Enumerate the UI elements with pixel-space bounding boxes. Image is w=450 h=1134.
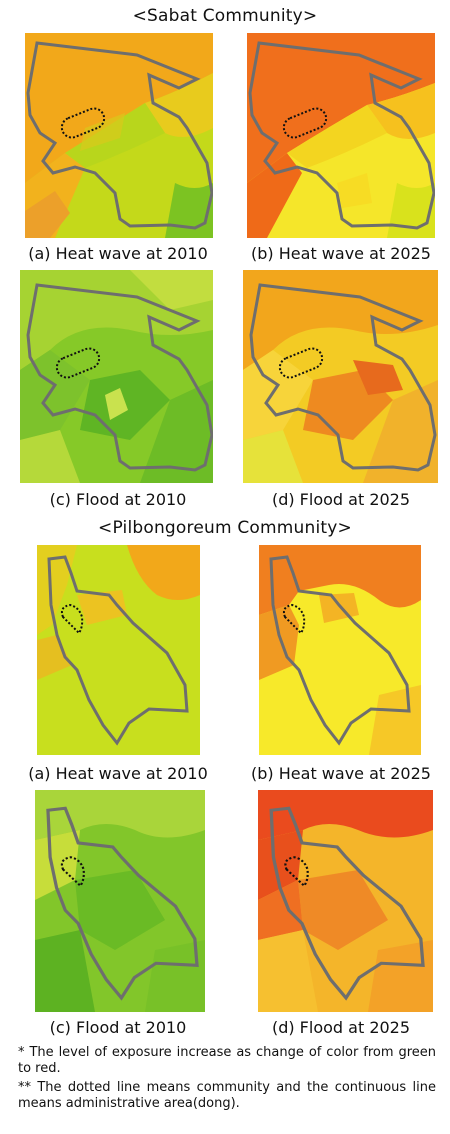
- sabat-caption-c: (c) Flood at 2010: [49, 490, 187, 509]
- sabat-flood-2025-map: [243, 270, 438, 483]
- pilbong-caption-a: (a) Heat wave at 2010: [28, 764, 208, 783]
- sabat-caption-a: (a) Heat wave at 2010: [28, 244, 208, 263]
- sabat-caption-b: (b) Heat wave at 2025: [251, 244, 431, 263]
- footnote-color-scale: * The level of exposure increase as chan…: [18, 1045, 436, 1076]
- pilbong-heat-2025-map: [259, 545, 421, 755]
- pilbong-caption-c: (c) Flood at 2010: [49, 1018, 187, 1037]
- pilbong-flood-2010-map: [35, 790, 205, 1012]
- pilbong-flood-2025-map: [258, 790, 433, 1012]
- footnote-line-legend: ** The dotted line means community and t…: [18, 1080, 436, 1111]
- sabat-section-title: <Sabat Community>: [132, 6, 318, 26]
- sabat-caption-d: (d) Flood at 2025: [271, 490, 411, 509]
- pilbong-heat-2010-map: [37, 545, 200, 755]
- pilbong-caption-d: (d) Flood at 2025: [271, 1018, 411, 1037]
- sabat-heat-2010-map: [25, 33, 213, 238]
- sabat-flood-2010-map: [20, 270, 213, 483]
- pilbong-section-title: <Pilbongoreum Community>: [98, 518, 352, 538]
- pilbong-caption-b: (b) Heat wave at 2025: [251, 764, 431, 783]
- sabat-heat-2025-map: [247, 33, 435, 238]
